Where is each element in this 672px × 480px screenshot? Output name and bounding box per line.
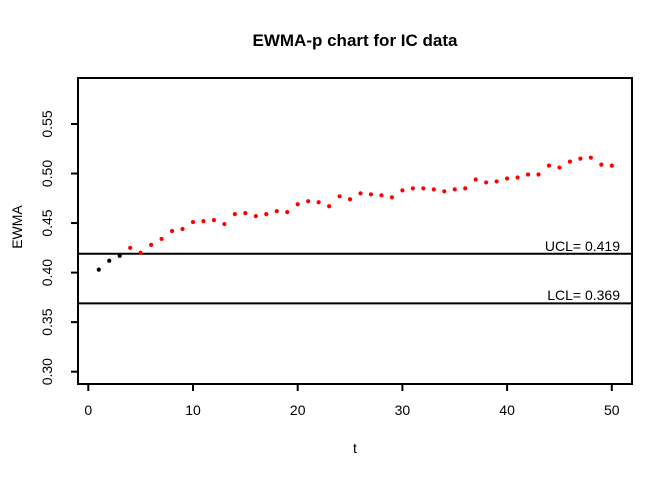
y-tick-label: 0.40 <box>39 259 55 286</box>
data-point <box>421 186 426 191</box>
data-point <box>536 172 541 177</box>
data-point <box>463 186 468 191</box>
data-point <box>505 176 510 181</box>
plot-content: 0 10 20 30 40 50 0.30 0.35 0.40 0.45 0.50 0.55 <box>39 110 632 418</box>
data-point <box>138 250 143 255</box>
x-tick-label: 20 <box>290 402 306 418</box>
data-point <box>599 162 604 167</box>
y-tick-label: 0.55 <box>39 110 55 137</box>
data-point <box>525 172 531 177</box>
data-point <box>316 200 321 205</box>
x-tick-label: 40 <box>499 402 515 418</box>
x-tick-label: 0 <box>84 402 92 418</box>
data-point <box>588 155 593 160</box>
data-point <box>368 192 374 197</box>
data-point <box>337 194 342 199</box>
plot-box <box>77 77 633 385</box>
data-point <box>410 186 415 191</box>
data-point <box>201 218 206 224</box>
data-point <box>107 258 112 263</box>
data-point <box>295 202 300 207</box>
data-point <box>484 180 489 185</box>
data-point <box>222 221 227 227</box>
data-point <box>431 187 436 192</box>
data-point <box>578 156 583 161</box>
data-point <box>211 217 217 223</box>
data-point <box>253 214 258 219</box>
data-point <box>306 199 311 204</box>
x-tick-label: 30 <box>395 402 411 418</box>
x-tick-label: 10 <box>185 402 201 418</box>
data-point <box>358 191 363 196</box>
data-point <box>473 177 478 182</box>
x-axis-label: t <box>353 440 357 456</box>
data-point <box>546 163 552 168</box>
y-tick-label: 0.45 <box>39 209 55 236</box>
data-point <box>128 245 133 250</box>
data-point <box>389 195 395 200</box>
y-tick-label: 0.30 <box>39 358 55 385</box>
data-point <box>169 228 175 234</box>
data-point <box>180 226 185 232</box>
data-point <box>494 179 499 184</box>
data-point <box>243 211 248 216</box>
y-axis-label: EWMA <box>9 205 25 249</box>
data-point <box>274 209 279 214</box>
lcl-label: LCL= 0.369 <box>547 287 620 303</box>
data-point <box>400 188 405 193</box>
data-point <box>609 163 614 168</box>
data-point <box>117 253 122 258</box>
chart-title: EWMA-p chart for IC data <box>253 31 458 50</box>
data-point <box>190 219 196 225</box>
data-point <box>379 193 384 198</box>
data-point <box>232 212 237 217</box>
data-point <box>285 210 290 215</box>
y-tick-label: 0.35 <box>39 308 55 335</box>
x-tick-label: 50 <box>604 402 620 418</box>
data-point <box>452 187 457 192</box>
data-point <box>96 267 101 272</box>
data-point <box>442 189 447 194</box>
data-point <box>327 204 332 209</box>
data-point <box>149 242 154 247</box>
data-point <box>159 236 164 242</box>
ucl-label: UCL= 0.419 <box>545 238 620 254</box>
data-point <box>264 212 269 217</box>
data-point <box>557 165 562 170</box>
data-point <box>347 197 353 202</box>
data-point <box>515 175 520 180</box>
y-tick-label: 0.50 <box>39 160 55 187</box>
data-point <box>567 159 573 164</box>
